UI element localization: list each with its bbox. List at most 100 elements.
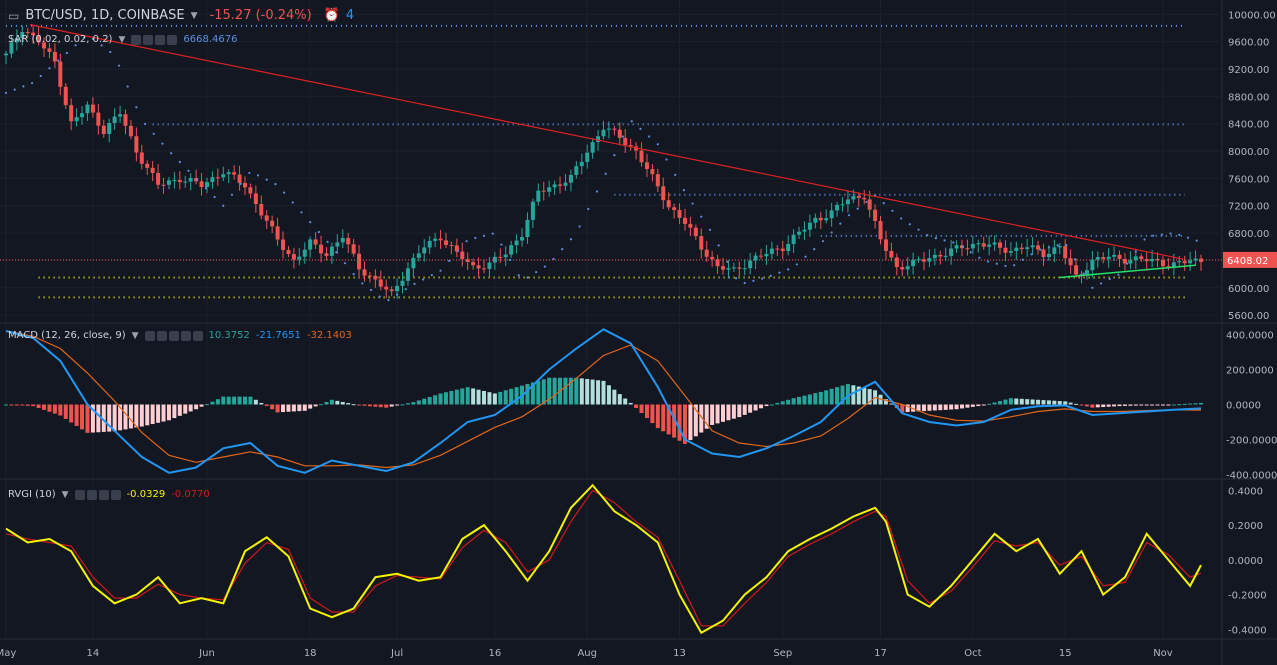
sar-dot [1126,262,1129,265]
sar-dot [222,204,225,207]
sar-dot [404,288,407,291]
sar-dot [787,268,790,271]
candle-body [965,248,970,250]
candle-body [742,268,747,270]
sar-dot [422,278,425,281]
candle-body [509,245,514,255]
candle-body [1106,256,1111,259]
macd-histogram-bar [400,404,405,406]
macd-histogram-bar [199,404,204,407]
x-tick-label: Jun [198,648,215,659]
candle-body [818,217,823,221]
macd-histogram-bar [1090,404,1095,408]
macd-histogram-bar [710,404,715,425]
sar-legend: SAR (0.02, 0.02, 0.2) ▼ 6668.4676 [8,34,237,45]
candle-body [780,248,785,252]
macd-histogram-bar [145,404,150,426]
macd-histogram-bar [340,401,345,405]
macd-label[interactable]: MACD (12, 26, close, 9) [8,330,126,341]
macd-histogram-bar [449,390,454,405]
sar-label[interactable]: SAR (0.02, 0.02, 0.2) [8,34,113,45]
macd-histogram-bar [916,404,921,412]
rvgi-label[interactable]: RVGI (10) [8,489,56,500]
price-tick-label: 10000.00 [1228,10,1276,21]
sar-dot [821,240,825,243]
sar-dot [1047,246,1051,249]
macd-tick-label: -400.0000 [1226,471,1277,482]
indicator-controls[interactable] [74,489,121,500]
sar-dot [986,260,990,263]
chevron-down-icon[interactable]: ▼ [61,489,69,500]
macd-histogram-bar [753,404,758,411]
candle-body [927,258,932,262]
macd-histogram-bar [835,387,840,405]
candle-body [655,174,660,187]
macd-histogram-bar [1199,402,1203,405]
candle-body [1171,262,1176,267]
collapse-icon[interactable]: ▭ [8,8,20,23]
macd-histogram-bar [9,404,14,406]
macd-histogram-bar [1052,400,1057,405]
price-tick-label: 6000.00 [1228,284,1269,295]
price-tick-label: 6800.00 [1228,229,1269,240]
indicator-controls[interactable] [144,330,203,341]
macd-tick-label: 200.0000 [1226,366,1274,377]
alarm-icon[interactable]: ⏰ [323,8,340,23]
macd-histogram-bar [530,382,535,405]
candle-body [1177,261,1182,263]
sar-dot [865,200,868,204]
sar-dot [274,183,277,186]
sar-dot [126,85,129,88]
macd-histogram-bar [721,404,725,422]
candle-body [797,231,802,235]
macd-histogram-bar [1182,403,1187,405]
candle-body [547,187,552,192]
candle-body [427,240,432,248]
macd-histogram-bar [644,404,649,419]
candle-body [286,249,291,255]
sar-dot [187,169,190,172]
candle-body [101,125,106,135]
sar-dot [343,262,347,265]
chevron-down-icon[interactable]: ▼ [131,330,139,341]
rvgi-panel [5,483,1202,635]
macd-histogram-bar [748,404,753,413]
rvgi-tick-label: -0.4000 [1228,625,1267,636]
candle-body [25,32,30,34]
macd-histogram-bar [286,404,291,412]
candle-body [1063,246,1068,259]
price-tick-label: 7600.00 [1228,174,1269,185]
sar-dot [847,214,851,217]
macd-histogram-bar [639,404,644,414]
macd-histogram-bar [1106,404,1111,407]
indicator-controls[interactable] [131,34,178,45]
macd-histogram-bar [970,404,975,407]
chevron-down-icon[interactable]: ▼ [118,34,126,45]
sar-dot [726,260,729,263]
candle-body [856,196,861,198]
candle-body [139,152,144,164]
candle-body [943,255,948,257]
resistance-trendline [29,23,1184,260]
macd-histogram-bar [1079,404,1084,406]
macd-histogram-bar [775,402,780,405]
symbol-label[interactable]: BTC/USD, 1D, COINBASE [25,8,185,23]
candle-body [476,265,481,269]
candle-body [677,210,682,218]
candle-body [156,172,161,185]
sar-dot [1152,234,1155,237]
macd-histogram-bar [1030,399,1035,405]
chevron-down-icon[interactable]: ▼ [190,10,198,21]
candle-body [992,242,997,245]
candle-body [357,253,362,270]
sar-dot [430,273,433,277]
candle-body [954,245,959,249]
candle-body [248,187,253,194]
macd-histogram-bar [378,404,383,408]
candle-body [1003,247,1008,253]
candle-body [835,204,840,211]
macd-histogram-bar [704,404,709,429]
macd-histogram-bar [818,391,823,405]
macd-histogram-bar [63,404,68,419]
